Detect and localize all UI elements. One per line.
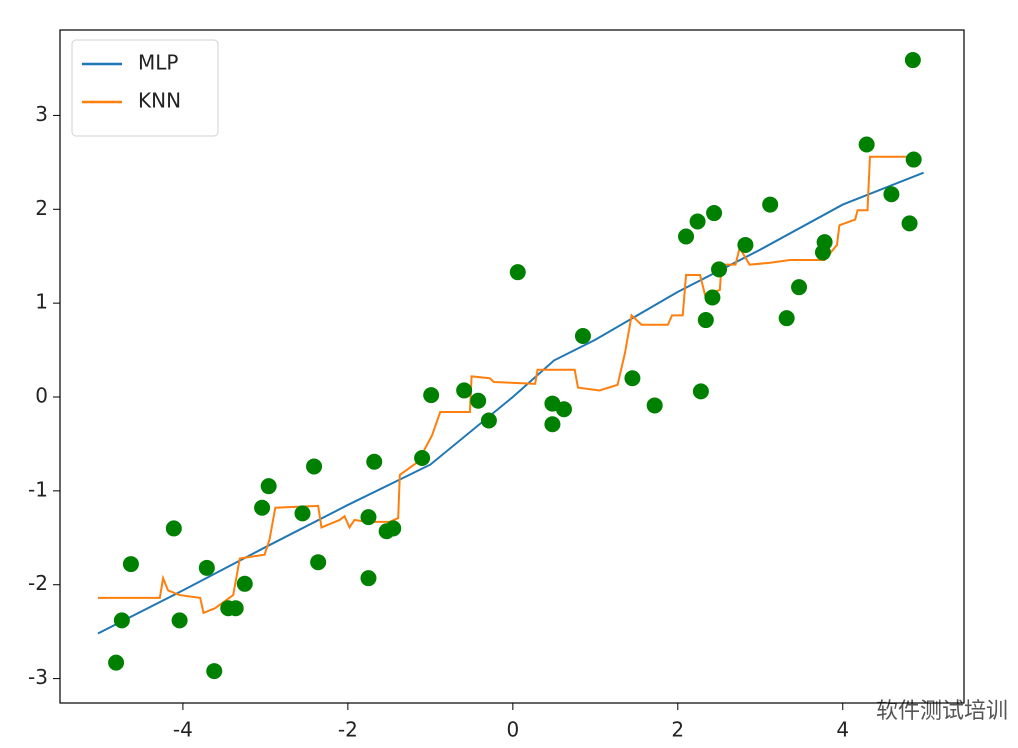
scatter-point (236, 575, 253, 592)
scatter-point (171, 612, 188, 629)
scatter-point (706, 205, 723, 222)
scatter-point (697, 312, 714, 329)
scatter-point (646, 397, 663, 414)
x-tick-label: 0 (506, 718, 519, 742)
y-tick-label: -1 (28, 477, 48, 501)
y-tick-label: 3 (35, 102, 48, 126)
scatter-point (704, 289, 721, 306)
x-tick-label: 4 (836, 718, 849, 742)
scatter-point (624, 370, 641, 387)
scatter-point (470, 392, 487, 409)
scatter-point (814, 244, 831, 261)
legend-label: KNN (138, 89, 181, 113)
scatter-point (294, 505, 311, 522)
scatter-point (544, 416, 561, 433)
line-series (97, 155, 913, 615)
scatter-point (905, 151, 922, 168)
scatter-point (360, 509, 377, 526)
plot-frame (59, 29, 965, 704)
scatter-point (113, 612, 130, 629)
scatter-point (220, 600, 237, 617)
scatter-point (904, 52, 921, 69)
scatter-point (122, 556, 139, 573)
scatter-point (791, 279, 808, 296)
legend-label: MLP (138, 51, 178, 75)
scatter-point (778, 310, 795, 327)
scatter-point (378, 523, 395, 540)
y-tick-label: -2 (28, 571, 48, 595)
scatter-point (310, 554, 327, 571)
x-tick-label: -2 (338, 718, 358, 742)
scatter-point (254, 499, 271, 516)
y-tick-label: 2 (35, 196, 48, 220)
scatter-point (206, 663, 223, 680)
x-tick-label: 2 (671, 718, 684, 742)
scatter-point (762, 196, 779, 213)
scatter-point (711, 261, 728, 278)
y-tick-label: 0 (35, 384, 48, 408)
scatter-point (901, 215, 918, 232)
scatter-point (306, 458, 323, 475)
scatter-point (456, 382, 473, 399)
scatter-point (689, 213, 706, 230)
scatter-point (165, 520, 182, 537)
scatter-point (108, 654, 125, 671)
scatter-point (366, 453, 383, 470)
scatter-point (423, 387, 440, 404)
scatter-point (198, 559, 215, 576)
x-tick-label: -4 (173, 718, 193, 742)
scatter-point (360, 570, 377, 587)
scatter-point (544, 395, 561, 412)
y-tick-label: 1 (35, 290, 48, 314)
scatter-point (678, 228, 695, 245)
scatter-point (509, 264, 526, 281)
scatter-point (574, 327, 591, 344)
scatter-point (480, 412, 497, 429)
y-tick-label: -3 (28, 665, 48, 689)
scatter-point (692, 383, 709, 400)
scatter-point (260, 478, 277, 495)
scatter-point (883, 186, 900, 203)
scatter-point (414, 450, 431, 467)
scatter-point (858, 136, 875, 153)
scatter-point (737, 236, 754, 253)
line-series (97, 171, 924, 635)
